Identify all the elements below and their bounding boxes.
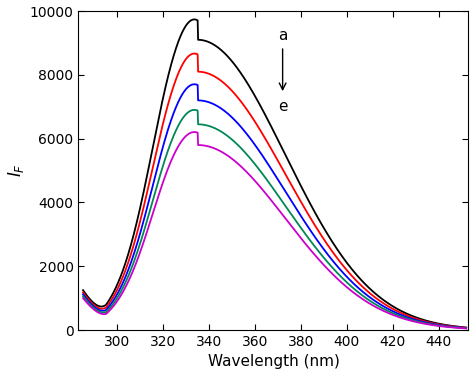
Y-axis label: $I_F$: $I_F$ xyxy=(6,164,26,177)
Text: e: e xyxy=(278,99,288,114)
Text: a: a xyxy=(278,28,287,43)
X-axis label: Wavelength (nm): Wavelength (nm) xyxy=(208,354,339,369)
